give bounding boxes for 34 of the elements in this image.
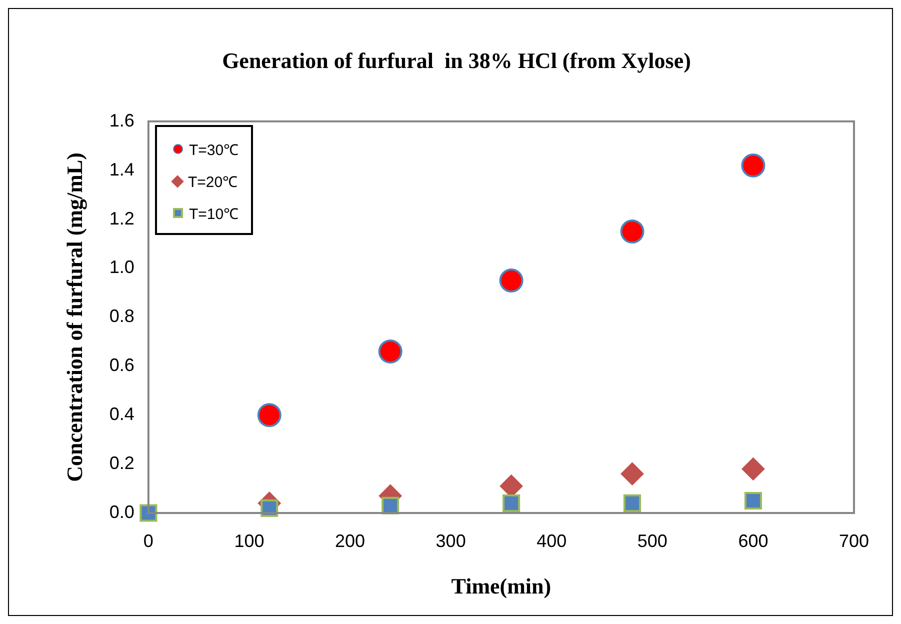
- x-tick-label: 700: [838, 530, 870, 551]
- point: [741, 153, 766, 178]
- point: [257, 403, 282, 428]
- y-tick-label: 0.2: [109, 453, 134, 474]
- point: [742, 457, 765, 480]
- x-tick-label: 500: [637, 530, 668, 551]
- x-tick-label: 300: [436, 530, 466, 551]
- x-axis-title: Time(min): [451, 573, 552, 598]
- y-tick-label: 0.6: [109, 355, 134, 376]
- point: [744, 492, 762, 510]
- legend-label: T=10℃: [189, 205, 239, 223]
- legend-label: T=20℃: [188, 173, 238, 191]
- legend-label: T=30℃: [189, 141, 239, 159]
- y-tick-label: 1.6: [109, 110, 134, 130]
- x-tick-label: 400: [536, 530, 567, 551]
- point: [378, 339, 402, 364]
- point: [502, 494, 520, 512]
- y-tick-label: 1.2: [109, 208, 134, 228]
- x-tick-label: 100: [234, 530, 264, 551]
- x-tick-label: 200: [334, 530, 366, 551]
- y-tick-label: 0.0: [109, 502, 134, 522]
- point: [620, 220, 644, 244]
- chart-title: Generation of furfural in 38% HCl (from Xylose): [222, 48, 691, 73]
- y-tick-label: 1.4: [109, 159, 134, 180]
- y-axis-title: Concentration of furfural (mg/mL): [62, 152, 87, 482]
- y-tick-label: 1.0: [109, 257, 134, 278]
- point: [623, 494, 642, 512]
- point: [620, 462, 644, 486]
- point: [499, 268, 524, 292]
- x-tick-label: 0: [143, 530, 154, 551]
- point: [140, 504, 158, 522]
- y-tick-label: 0.4: [109, 404, 134, 424]
- y-tick-label: 0.8: [109, 306, 134, 326]
- x-tick-label: 600: [738, 530, 768, 551]
